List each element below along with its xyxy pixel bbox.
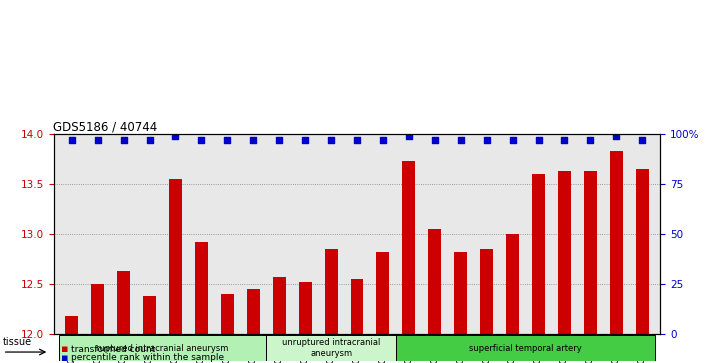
Bar [428, 229, 441, 334]
Bar [481, 249, 493, 334]
Point [221, 138, 233, 143]
Point [455, 138, 466, 143]
Text: transformed count: transformed count [71, 345, 156, 354]
Bar [117, 271, 130, 334]
Point [196, 138, 207, 143]
Point [248, 138, 259, 143]
Bar [298, 282, 311, 334]
Point [403, 134, 415, 139]
Point [273, 138, 285, 143]
Text: tissue: tissue [3, 337, 32, 347]
Point [351, 138, 363, 143]
Bar [221, 294, 233, 334]
Bar [396, 335, 655, 361]
Text: percentile rank within the sample: percentile rank within the sample [71, 353, 224, 362]
Point [118, 138, 129, 143]
Bar [273, 277, 286, 334]
Bar [454, 252, 467, 334]
Point [610, 134, 622, 139]
Text: superficial temporal artery: superficial temporal artery [469, 344, 582, 352]
Point [170, 134, 181, 139]
Point [585, 138, 596, 143]
Text: GDS5186 / 40744: GDS5186 / 40744 [53, 120, 157, 133]
Point [92, 138, 104, 143]
Point [559, 138, 570, 143]
Point [377, 138, 388, 143]
Point [326, 138, 337, 143]
Bar [403, 161, 416, 334]
Bar [584, 171, 597, 334]
Bar [247, 289, 260, 334]
Text: ▪: ▪ [61, 344, 69, 354]
Point [481, 138, 493, 143]
Point [66, 138, 77, 143]
Point [507, 138, 518, 143]
Text: unruptured intracranial
aneurysm: unruptured intracranial aneurysm [282, 338, 381, 358]
Bar [65, 316, 79, 334]
Point [637, 138, 648, 143]
Bar [635, 169, 649, 334]
Bar [59, 335, 266, 361]
Bar [266, 335, 396, 361]
Point [533, 138, 544, 143]
Bar [376, 252, 389, 334]
Point [429, 138, 441, 143]
Text: ▪: ▪ [61, 352, 69, 363]
Point [144, 138, 155, 143]
Text: ruptured intracranial aneurysm: ruptured intracranial aneurysm [96, 344, 228, 352]
Bar [506, 234, 519, 334]
Point [299, 138, 311, 143]
Bar [610, 151, 623, 334]
Bar [532, 174, 545, 334]
Bar [143, 296, 156, 334]
Bar [195, 242, 208, 334]
Bar [325, 249, 338, 334]
Bar [91, 284, 104, 334]
Bar [351, 279, 363, 334]
Bar [169, 179, 182, 334]
Bar [558, 171, 571, 334]
